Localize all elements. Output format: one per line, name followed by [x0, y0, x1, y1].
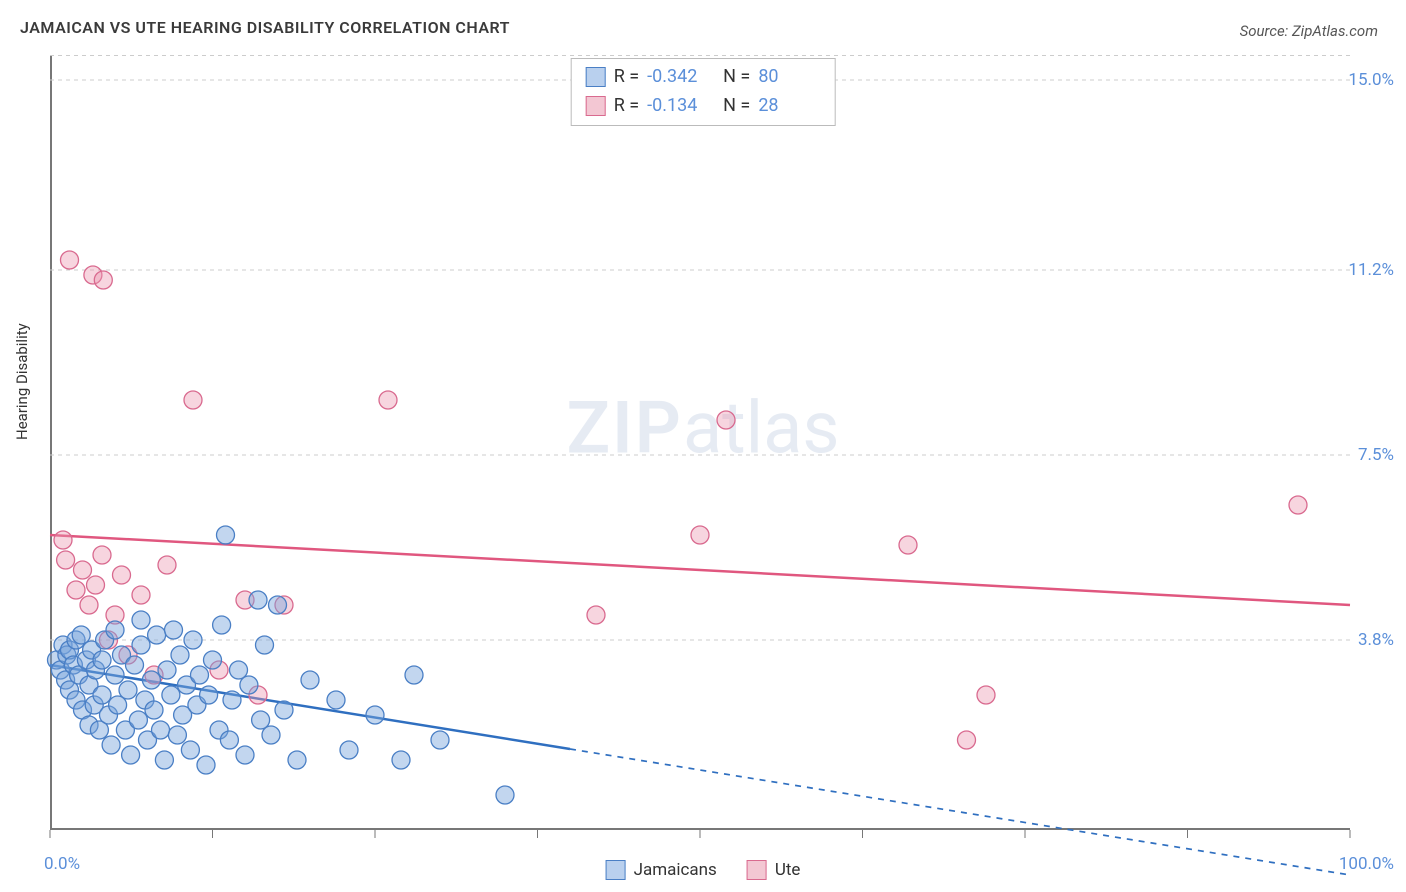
r-value-jamaicans: -0.342 — [647, 63, 709, 92]
bottom-legend: Jamaicans Ute — [606, 860, 801, 880]
swatch-ute — [747, 860, 767, 880]
n-value-jamaicans: 80 — [758, 63, 820, 92]
chart-title: JAMAICAN VS UTE HEARING DISABILITY CORRE… — [20, 18, 510, 37]
legend-label-ute: Ute — [775, 860, 801, 880]
legend-item-jamaicans: Jamaicans — [606, 860, 717, 880]
y-tick-label: 15.0% — [1348, 70, 1394, 90]
source-attribution: Source: ZipAtlas.com — [1240, 22, 1378, 40]
legend-label-jamaicans: Jamaicans — [634, 860, 717, 880]
y-axis-label: Hearing Disability — [13, 323, 31, 440]
r-label: R = — [614, 92, 639, 121]
swatch-jamaicans — [606, 860, 626, 880]
y-tick-label: 3.8% — [1358, 630, 1394, 650]
trendline-jamaicans — [50, 665, 1350, 875]
swatch-jamaicans — [586, 67, 606, 87]
gridlines — [50, 56, 1350, 641]
n-label: N = — [723, 92, 750, 121]
x-ticks — [50, 830, 1350, 838]
correlation-stats-box: R = -0.342 N = 80 R = -0.134 N = 28 — [571, 58, 836, 126]
n-value-ute: 28 — [758, 92, 820, 121]
x-max-label: 100.0% — [1339, 854, 1394, 874]
plot-svg — [50, 55, 1350, 830]
n-label: N = — [723, 63, 750, 92]
stats-row-ute: R = -0.134 N = 28 — [586, 92, 821, 121]
swatch-ute — [586, 96, 606, 116]
y-tick-label: 7.5% — [1358, 445, 1394, 465]
r-value-ute: -0.134 — [647, 92, 709, 121]
y-tick-label: 11.2% — [1348, 260, 1394, 280]
r-label: R = — [614, 63, 639, 92]
x-min-label: 0.0% — [44, 854, 80, 874]
legend-item-ute: Ute — [747, 860, 801, 880]
stats-row-jamaicans: R = -0.342 N = 80 — [586, 63, 821, 92]
